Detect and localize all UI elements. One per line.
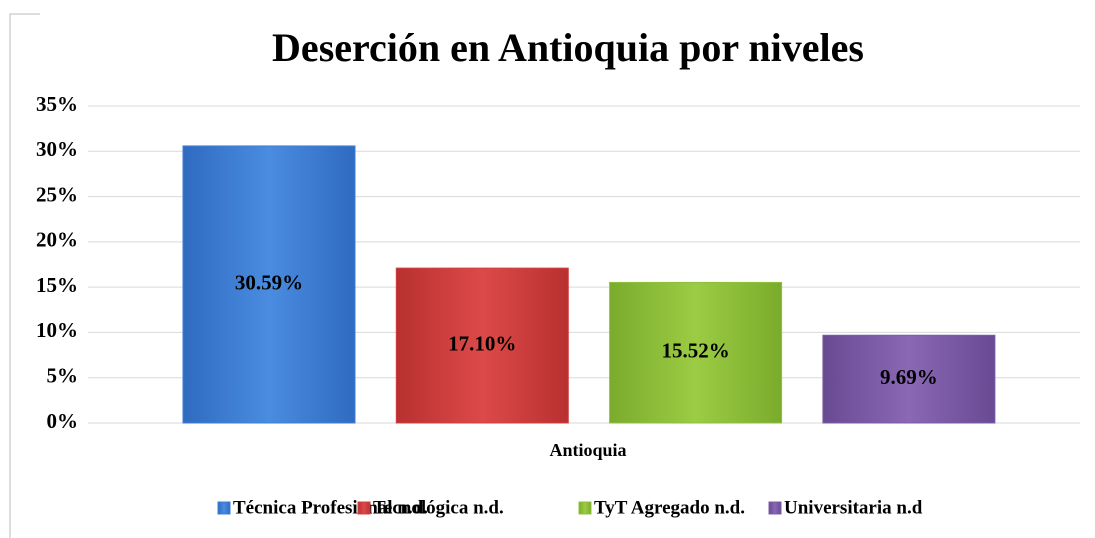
data-label: 9.69% (880, 365, 938, 389)
legend-label: Tecnológica n.d. (373, 497, 504, 518)
data-label: 30.59% (235, 270, 303, 294)
legend-label: Universitaria n.d (784, 497, 923, 518)
chart-frame (9, 13, 40, 538)
legend-label: Técnica Profesional n.d. (233, 497, 428, 518)
chart-title: Deserción en Antioquia por niveles (272, 25, 864, 70)
y-tick-label: 25% (36, 182, 78, 206)
data-label: 15.52% (661, 339, 729, 363)
legend-swatch (578, 501, 592, 515)
legend-swatch (768, 501, 782, 515)
legend-swatch (217, 501, 231, 515)
bar (395, 267, 569, 424)
legend-swatch (357, 501, 371, 515)
bar (822, 334, 996, 424)
y-tick-label: 15% (36, 273, 78, 297)
legend-label: TyT Agregado n.d. (594, 497, 745, 518)
x-tick-label: Antioquia (549, 440, 626, 460)
y-tick-label: 35% (36, 92, 78, 116)
data-label: 17.10% (448, 331, 516, 355)
bar (609, 281, 783, 424)
y-tick-label: 5% (47, 364, 79, 388)
y-tick-label: 10% (36, 318, 78, 342)
y-tick-label: 20% (36, 228, 78, 252)
y-tick-label: 30% (36, 137, 78, 161)
y-tick-label: 0% (47, 409, 79, 433)
bar (182, 145, 356, 424)
